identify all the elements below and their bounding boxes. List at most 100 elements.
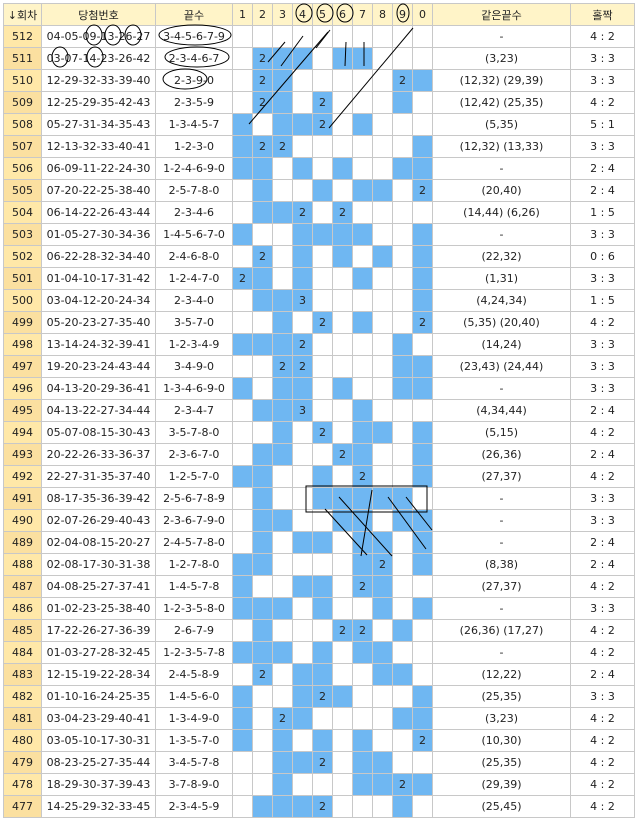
winning-numbers-cell: 01-03-27-28-32-45 xyxy=(41,641,156,664)
round-cell: 488 xyxy=(3,553,42,576)
digit-cell-3 xyxy=(272,773,293,796)
digit-cell-6 xyxy=(332,553,353,576)
digit-cell-9 xyxy=(392,25,413,48)
digit-cell-3: 2 xyxy=(272,135,293,158)
digit-cell-7 xyxy=(352,47,373,70)
table-row: 480 03-05-10-17-30-31 1-3-5-7-0 2 (10,30) 4 :… xyxy=(3,729,635,752)
column-header: 홀짝 xyxy=(570,3,635,26)
last-digits-cell: 3-5-7-0 xyxy=(155,311,233,334)
digit-cell-3 xyxy=(272,597,293,620)
table-row: 481 03-04-23-29-40-41 1-3-4-9-0 2 (3,23) 4 : … xyxy=(3,707,635,730)
digit-cell-5 xyxy=(312,443,333,466)
digit-cell-1: 2 xyxy=(232,267,253,290)
digit-cell-2 xyxy=(252,333,273,356)
last-digits-cell: 1-3-4-5-7 xyxy=(155,113,233,136)
digit-cell-0 xyxy=(412,685,433,708)
digit-cell-9 xyxy=(392,289,413,312)
last-digits-cell: 3-4-5-7-8 xyxy=(155,751,233,774)
winning-numbers-cell: 05-07-08-15-30-43 xyxy=(41,421,156,444)
odd-even-cell: 3 : 3 xyxy=(570,333,635,356)
digit-cell-5: 2 xyxy=(312,795,333,818)
digit-cell-8: 2 xyxy=(372,553,393,576)
digit-cell-2 xyxy=(252,773,273,796)
digit-cell-4 xyxy=(292,729,313,752)
digit-cell-2 xyxy=(252,487,273,510)
same-last-digit-cell: (3,23) xyxy=(432,47,571,70)
digit-cell-9 xyxy=(392,795,413,818)
digit-cell-0 xyxy=(412,553,433,576)
winning-numbers-cell: 22-27-31-35-37-40 xyxy=(41,465,156,488)
winning-numbers-cell: 01-05-27-30-34-36 xyxy=(41,223,156,246)
column-header: ↓회차 xyxy=(3,3,42,26)
digit-cell-0 xyxy=(412,355,433,378)
winning-numbers-cell: 04-13-20-29-36-41 xyxy=(41,377,156,400)
last-digits-cell: 2-3-4-7 xyxy=(155,399,233,422)
same-last-digit-cell: - xyxy=(432,641,571,664)
last-digits-cell: 2-3-5-9 xyxy=(155,91,233,114)
digit-cell-2 xyxy=(252,685,273,708)
same-last-digit-cell: (23,43) (24,44) xyxy=(432,355,571,378)
table-row: 503 01-05-27-30-34-36 1-4-5-6-7-0 -3 : 3 xyxy=(3,223,635,246)
digit-cell-7 xyxy=(352,685,373,708)
digit-cell-8 xyxy=(372,135,393,158)
digit-cell-9 xyxy=(392,245,413,268)
digit-cell-7 xyxy=(352,421,373,444)
digit-cell-2 xyxy=(252,421,273,444)
odd-even-cell: 2 : 4 xyxy=(570,179,635,202)
digit-cell-9 xyxy=(392,179,413,202)
digit-cell-0 xyxy=(412,113,433,136)
winning-numbers-cell: 07-20-22-25-38-40 xyxy=(41,179,156,202)
digit-cell-9 xyxy=(392,135,413,158)
digit-cell-0 xyxy=(412,245,433,268)
digit-cell-3 xyxy=(272,619,293,642)
winning-numbers-cell: 17-22-26-27-36-39 xyxy=(41,619,156,642)
table-row: 496 04-13-20-29-36-41 1-3-4-6-9-0 -3 : 3 xyxy=(3,377,635,400)
digit-cell-9 xyxy=(392,553,413,576)
digit-cell-6 xyxy=(332,179,353,202)
round-cell: 512 xyxy=(3,25,42,48)
digit-cell-7 xyxy=(352,663,373,686)
odd-even-cell: 3 : 3 xyxy=(570,685,635,708)
digit-cell-7 xyxy=(352,641,373,664)
round-cell: 486 xyxy=(3,597,42,620)
digit-cell-9 xyxy=(392,333,413,356)
digit-cell-1 xyxy=(232,575,253,598)
digit-cell-9 xyxy=(392,47,413,70)
digit-cell-0 xyxy=(412,597,433,620)
digit-cell-8 xyxy=(372,663,393,686)
odd-even-cell: 4 : 2 xyxy=(570,751,635,774)
round-cell: 511 xyxy=(3,47,42,70)
digit-cell-2 xyxy=(252,795,273,818)
digit-cell-4 xyxy=(292,685,313,708)
digit-cell-5 xyxy=(312,707,333,730)
table-row: 509 12-25-29-35-42-43 2-3-5-9 2 2 (12,42) (25… xyxy=(3,91,635,114)
round-cell: 492 xyxy=(3,465,42,488)
winning-numbers-cell: 02-07-26-29-40-43 xyxy=(41,509,156,532)
digit-cell-9 xyxy=(392,377,413,400)
digit-cell-0: 2 xyxy=(412,311,433,334)
column-header: 9 xyxy=(392,3,413,26)
digit-cell-3 xyxy=(272,795,293,818)
digit-cell-5 xyxy=(312,487,333,510)
round-cell: 506 xyxy=(3,157,42,180)
digit-cell-1 xyxy=(232,377,253,400)
column-header: 5 xyxy=(312,3,333,26)
digit-cell-6 xyxy=(332,69,353,92)
digit-cell-1 xyxy=(232,553,253,576)
same-last-digit-cell: (12,32) (13,33) xyxy=(432,135,571,158)
digit-cell-4 xyxy=(292,597,313,620)
digit-cell-9 xyxy=(392,509,413,532)
column-header: 같은끝수 xyxy=(432,3,571,26)
odd-even-cell: 4 : 2 xyxy=(570,421,635,444)
digit-cell-9 xyxy=(392,201,413,224)
digit-cell-2 xyxy=(252,729,273,752)
column-header: 3 xyxy=(272,3,293,26)
digit-cell-3 xyxy=(272,201,293,224)
digit-cell-8 xyxy=(372,25,393,48)
digit-cell-7 xyxy=(352,553,373,576)
table-row: 494 05-07-08-15-30-43 3-5-7-8-0 2 (5,15) 4 : … xyxy=(3,421,635,444)
winning-numbers-cell: 05-20-23-27-35-40 xyxy=(41,311,156,334)
digit-cell-3 xyxy=(272,113,293,136)
digit-cell-0 xyxy=(412,377,433,400)
digit-cell-1 xyxy=(232,707,253,730)
